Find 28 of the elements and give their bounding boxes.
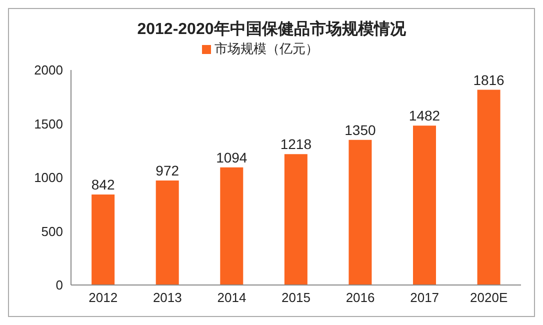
bar	[156, 180, 179, 285]
y-tick-label: 0	[56, 278, 63, 293]
data-label: 1218	[280, 136, 312, 152]
data-label: 1350	[344, 122, 376, 138]
x-tick-label: 2020E	[470, 290, 508, 306]
data-label: 972	[156, 162, 180, 179]
x-tick-label: 2015	[282, 290, 310, 306]
x-tick-label: 2013	[152, 290, 182, 306]
bar	[477, 90, 500, 285]
y-tick-label: 1500	[34, 116, 63, 132]
bar	[92, 194, 115, 285]
bar	[413, 126, 436, 285]
x-tick-label: 2012	[88, 290, 118, 306]
bar	[284, 154, 308, 285]
bar	[220, 167, 244, 285]
data-label: 1482	[408, 108, 440, 124]
y-tick-label: 1000	[34, 170, 63, 186]
data-label: 1094	[216, 149, 248, 166]
bar	[348, 140, 372, 285]
x-tick-label: 2014	[217, 290, 246, 306]
x-tick-label: 2017	[410, 290, 440, 306]
chart-title: 2012-2020年中国保健品市场规模情况	[136, 19, 407, 40]
x-tick-label: 2016	[346, 290, 375, 306]
y-tick-label: 2000	[34, 62, 63, 78]
legend-label: 市场规模（亿元）	[214, 41, 318, 56]
data-label: 842	[91, 176, 115, 192]
data-label: 1816	[473, 72, 505, 88]
y-tick-label: 500	[41, 224, 63, 239]
